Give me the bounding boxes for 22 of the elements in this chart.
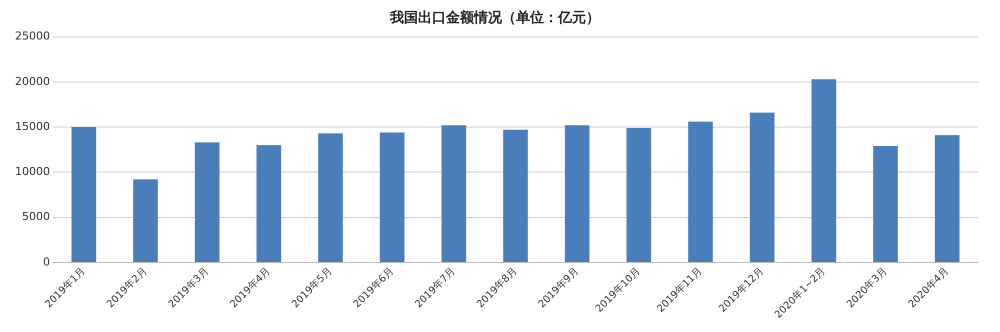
bar <box>194 142 220 262</box>
bar <box>441 125 466 262</box>
bar <box>626 128 652 262</box>
bar <box>380 132 404 262</box>
y-tick-label: 10000 <box>14 165 50 178</box>
bar <box>318 133 343 262</box>
bar <box>256 145 282 262</box>
bar <box>503 130 528 262</box>
bar <box>750 112 774 262</box>
bar <box>873 146 898 262</box>
bar <box>812 79 836 262</box>
bar <box>133 179 158 262</box>
y-tick-label: 15000 <box>14 120 50 133</box>
bar <box>564 125 590 262</box>
y-tick-label: 0 <box>42 255 50 268</box>
bar <box>71 127 96 262</box>
y-tick-label: 20000 <box>14 74 50 88</box>
y-tick-label: 25000 <box>14 30 50 43</box>
chart-title: 我国出口金额情况（单位：亿元） <box>389 9 600 26</box>
bar <box>688 122 713 262</box>
y-tick-label: 5000 <box>22 210 50 224</box>
bar <box>934 135 960 262</box>
